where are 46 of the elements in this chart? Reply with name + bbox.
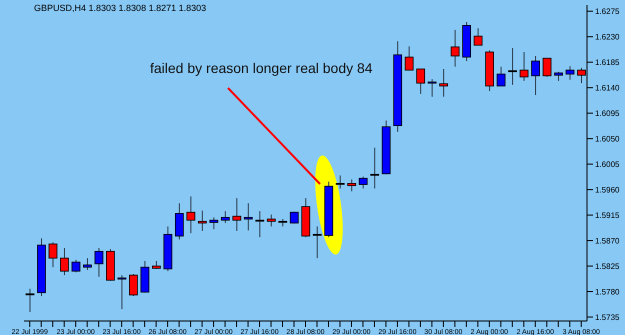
candlestick	[554, 71, 563, 82]
candlestick	[336, 174, 345, 189]
y-tick-label: 1.6095	[595, 109, 620, 118]
candlestick	[72, 259, 80, 273]
candlestick	[428, 78, 437, 98]
candlestick	[520, 52, 528, 82]
candlestick	[83, 258, 92, 271]
candlestick	[542, 58, 552, 78]
candlestick	[474, 28, 482, 46]
y-tick-label: 1.6050	[595, 134, 620, 144]
y-tick-label: 1.5780	[595, 287, 620, 296]
chart-title: GBPUSD,H4 1.8303 1.8308 1.8271 1.8303	[34, 3, 206, 13]
candlestick	[174, 202, 184, 240]
candlestick	[531, 55, 540, 96]
y-tick-label: 1.5870	[595, 236, 620, 246]
candlestick	[358, 176, 368, 189]
annotation: failed by reason longer real body 84	[150, 60, 373, 76]
y-tick-label: 1.6140	[595, 84, 620, 93]
candlestick	[404, 46, 414, 71]
candlestick	[566, 66, 574, 80]
candlestick	[220, 210, 230, 224]
candlestick	[266, 214, 276, 227]
candlestick	[312, 226, 322, 259]
y-tick-label: 1.6275	[595, 7, 620, 16]
y-tick-label: 1.5915	[595, 210, 620, 220]
candlestick	[450, 29, 460, 68]
candlestick	[186, 196, 196, 234]
candlestick	[244, 202, 253, 231]
candlestick	[198, 210, 207, 232]
candlestick	[416, 68, 426, 94]
y-tick-label: 1.6005	[595, 160, 620, 169]
candlestick	[118, 274, 126, 310]
candlestick	[347, 178, 356, 192]
y-tick-label: 1.6230	[595, 32, 620, 42]
candlestick	[496, 66, 506, 86]
candlestick	[60, 247, 69, 276]
candlestick	[439, 68, 448, 98]
y-tick-label: 1.5735	[595, 312, 620, 322]
candlestick	[94, 247, 104, 278]
candlestick	[209, 216, 218, 230]
candlestick	[129, 273, 138, 297]
y-tick-label: 1.5960	[595, 185, 620, 194]
y-tick-label: 1.6185	[595, 58, 620, 68]
y-tick-label: 1.5825	[595, 262, 620, 271]
candlestick	[48, 242, 58, 268]
candlestick	[232, 198, 242, 232]
